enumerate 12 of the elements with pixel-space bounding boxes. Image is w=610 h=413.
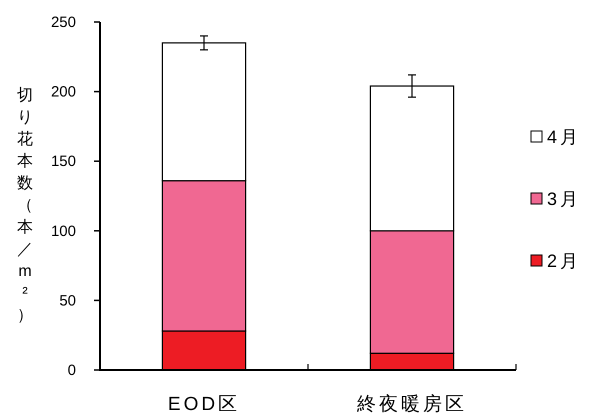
y-tick-label: 150 (50, 153, 76, 170)
text: 切り花本数（本／m²） (17, 87, 33, 324)
y-tick-label: 200 (50, 84, 76, 101)
y-tick-label: 50 (59, 292, 76, 310)
x-tick-label: EOD区 (168, 394, 240, 413)
y-tick-label: 100 (50, 222, 76, 240)
legend-label: 3月 (547, 189, 582, 209)
x-tick-label: 終夜暖房区 (356, 393, 467, 413)
y-tick-label: 250 (50, 14, 76, 31)
legend-label: 4月 (547, 127, 582, 147)
legend-label: 2月 (547, 251, 582, 271)
y-tick-label: 0 (68, 362, 76, 379)
